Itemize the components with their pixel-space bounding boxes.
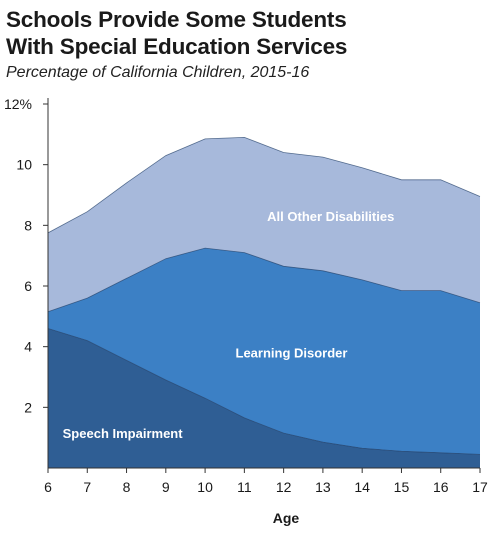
- x-tick-label: 13: [315, 479, 331, 495]
- x-axis-title: Age: [273, 510, 300, 526]
- line-all-other-disabilities: [47, 136, 481, 234]
- series-label-all-other-disabilities: All Other Disabilities: [267, 209, 394, 224]
- y-tick-label: 8: [24, 217, 32, 233]
- x-tick-label: 12: [276, 479, 292, 495]
- area-speech-impairment: [48, 328, 480, 468]
- area-all-other-disabilities: [48, 137, 480, 312]
- series-label-speech-impairment: Speech Impairment: [63, 426, 184, 441]
- chart-title: Schools Provide Some Students With Speci…: [6, 6, 347, 60]
- y-tick-label: 10: [16, 157, 32, 173]
- x-tick-label: 8: [123, 479, 131, 495]
- line-learning-disorder: [47, 247, 481, 313]
- area-learning-disorder: [48, 248, 480, 455]
- x-tick-label: 7: [83, 479, 91, 495]
- y-tick-label: 12%: [4, 96, 32, 112]
- x-tick-label: 17: [472, 479, 488, 495]
- line-speech-impairment: [47, 328, 481, 455]
- x-tick-label: 10: [197, 479, 213, 495]
- chart-title-line-2: With Special Education Services: [6, 34, 348, 59]
- y-tick-label: 2: [24, 399, 32, 415]
- chart-title-line-1: Schools Provide Some Students: [6, 7, 347, 32]
- x-tick-label: 16: [433, 479, 449, 495]
- x-tick-label: 11: [237, 479, 252, 495]
- chart-subtitle: Percentage of California Children, 2015-…: [6, 64, 310, 81]
- series-label-learning-disorder: Learning Disorder: [236, 346, 348, 361]
- y-tick-label: 6: [24, 278, 32, 294]
- x-tick-label: 9: [162, 479, 170, 495]
- x-tick-label: 6: [44, 479, 52, 495]
- x-tick-label: 14: [354, 479, 370, 495]
- y-tick-label: 4: [24, 339, 32, 355]
- x-tick-label: 15: [394, 479, 410, 495]
